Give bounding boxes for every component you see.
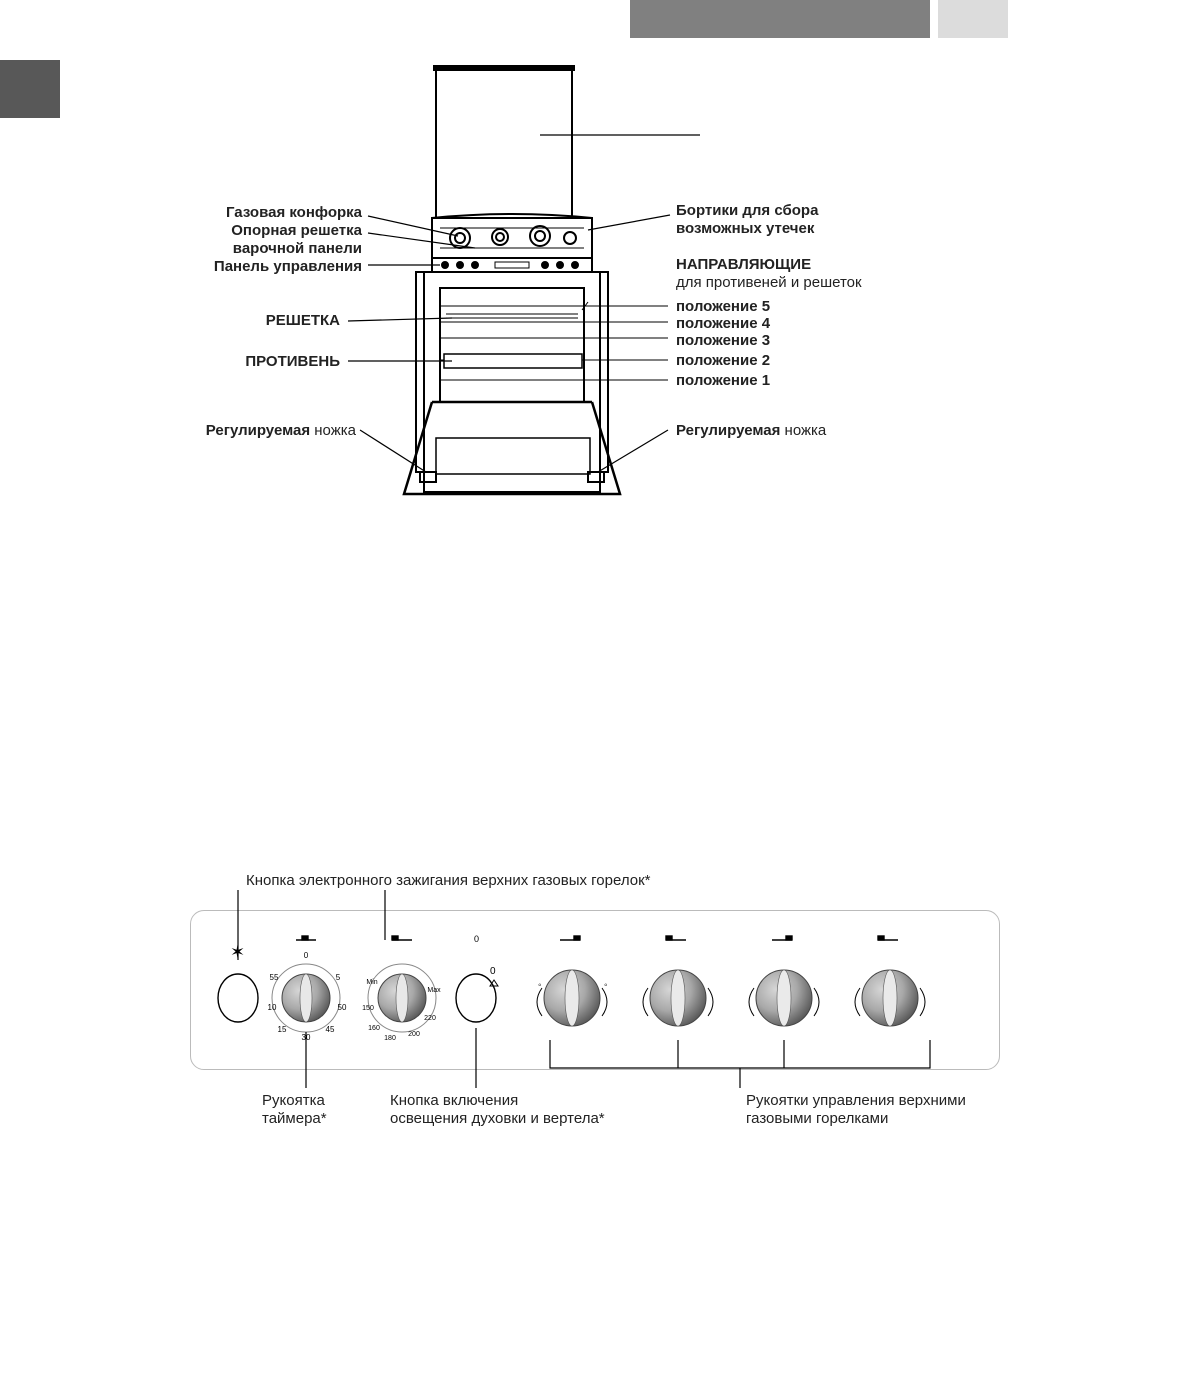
svg-text:0: 0 <box>474 934 479 944</box>
svg-text:15: 15 <box>278 1025 287 1034</box>
header-bar-long <box>630 0 930 38</box>
label-light-knob: Кнопка включения освещения духовки и вер… <box>390 1092 605 1128</box>
label-leg-right: Регулируемая ножка <box>676 422 826 440</box>
label-pos1: положение 1 <box>676 372 770 390</box>
svg-text:◦: ◦ <box>604 980 608 991</box>
svg-text:160: 160 <box>368 1025 380 1032</box>
label-control-panel: Панель управления <box>140 258 362 276</box>
svg-text:220: 220 <box>424 1015 436 1022</box>
burner-knob-4 <box>855 970 925 1026</box>
label-rack-support: Опорная решетка варочной панели <box>140 222 362 258</box>
svg-text:Min: Min <box>366 979 377 986</box>
label-pos5: положение 5 <box>676 298 770 316</box>
svg-text:✶: ✶ <box>230 942 245 962</box>
label-leg-left: Регулируемая ножка <box>120 422 356 440</box>
timer-knob: 0 5 50 45 30 15 10 55 <box>268 951 347 1042</box>
oven-knob: Max 220 200 180 160 150 Min <box>362 964 441 1042</box>
burner-knob-1: ◦ ◦ <box>537 970 608 1026</box>
svg-text:180: 180 <box>384 1035 396 1042</box>
label-burner-knobs: Рукоятки управления верхними газовыми го… <box>746 1092 966 1128</box>
header-bar-short <box>938 0 1008 38</box>
burner-knob-2 <box>643 970 713 1026</box>
svg-text:◦: ◦ <box>538 980 542 991</box>
svg-text:10: 10 <box>268 1003 277 1012</box>
svg-text:55: 55 <box>270 973 279 982</box>
stove-diagram <box>0 40 1187 540</box>
svg-text:50: 50 <box>338 1003 347 1012</box>
svg-text:150: 150 <box>362 1005 374 1012</box>
svg-text:Max: Max <box>427 987 441 994</box>
svg-text:5: 5 <box>336 973 341 982</box>
label-tray: ПРОТИВЕНЬ <box>140 353 340 371</box>
spark-button: ✶ <box>218 942 258 1022</box>
label-gas-burner: Газовая конфорка <box>140 204 362 222</box>
svg-text:45: 45 <box>326 1025 335 1034</box>
label-rack: РЕШЕТКА <box>140 312 340 330</box>
label-guides: НАПРАВЛЯЮЩИЕ для противеней и решеток <box>676 256 976 292</box>
label-pos3: положение 3 <box>676 332 770 350</box>
svg-text:0: 0 <box>490 966 496 977</box>
label-pos4: положение 4 <box>676 315 770 333</box>
label-timer-knob: Рукоятка таймера* <box>262 1092 327 1128</box>
light-button: 0 <box>456 966 498 1022</box>
burner-knob-3 <box>749 970 819 1026</box>
label-pos2: положение 2 <box>676 352 770 370</box>
svg-text:0: 0 <box>304 951 309 960</box>
svg-text:200: 200 <box>408 1031 420 1038</box>
label-drip: Бортики для сбора возможных утечек <box>676 202 956 238</box>
